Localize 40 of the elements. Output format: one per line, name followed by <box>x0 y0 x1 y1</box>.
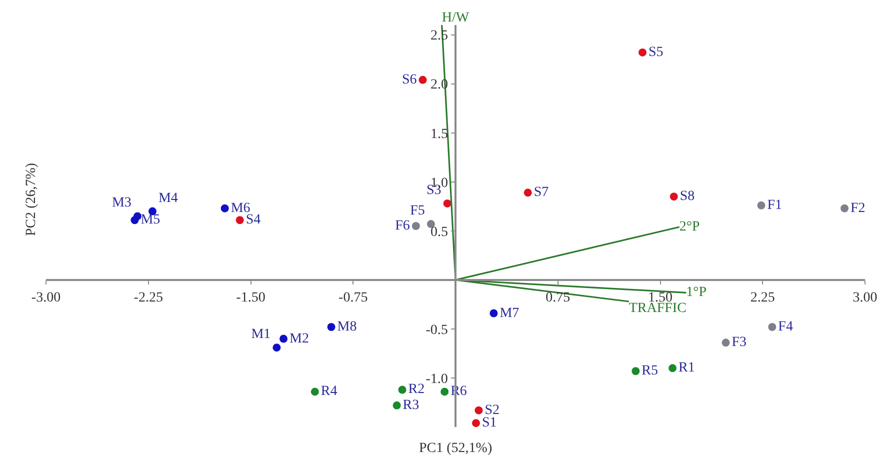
data-label: R3 <box>402 398 420 413</box>
y-tick-label: -0.5 <box>426 322 448 338</box>
data-label: F5 <box>410 204 425 219</box>
data-label: S1 <box>482 416 497 431</box>
data-label: F4 <box>778 319 793 334</box>
data-label: S4 <box>246 212 261 228</box>
x-tick-label: 0.75 <box>546 290 570 306</box>
data-label: R4 <box>320 384 338 400</box>
y-tick-label: -1.0 <box>426 372 448 387</box>
y-axis-title: PC2 (26,7%) <box>24 162 39 236</box>
x-tick-label: 2.25 <box>750 290 775 306</box>
data-label: M7 <box>500 306 520 321</box>
y-tick-label: 0.5 <box>430 224 448 240</box>
series-label: H/W <box>442 10 470 26</box>
data-label: S7 <box>534 185 549 200</box>
data-label: S2 <box>484 402 500 418</box>
x-axis-title: PC1 (52,1%) <box>419 441 492 456</box>
data-label: F2 <box>850 200 866 216</box>
data-label: S8 <box>680 189 695 204</box>
x-tick-label: -3.00 <box>31 290 61 306</box>
data-label: M1 <box>251 327 271 342</box>
data-label: M8 <box>337 319 357 334</box>
data-label: R2 <box>408 382 425 398</box>
data-label: M2 <box>290 331 309 346</box>
data-label: S6 <box>402 72 417 88</box>
data-label: R1 <box>678 360 695 376</box>
data-label: M3 <box>112 196 132 211</box>
x-tick-label: -1.50 <box>236 290 266 306</box>
data-label: M5 <box>140 212 160 228</box>
data-label: F1 <box>767 198 782 213</box>
data-label: M4 <box>158 190 178 206</box>
data-label: F6 <box>395 218 410 234</box>
x-tick-label: -0.75 <box>338 290 368 306</box>
series-label: 1°P <box>686 285 707 300</box>
series-label: 2°P <box>679 219 700 234</box>
data-label: S5 <box>648 44 664 60</box>
x-tick-label: 3.00 <box>852 290 878 306</box>
data-label: R5 <box>642 364 658 379</box>
x-tick-label: -2.25 <box>134 290 163 306</box>
data-label: F3 <box>732 335 747 350</box>
